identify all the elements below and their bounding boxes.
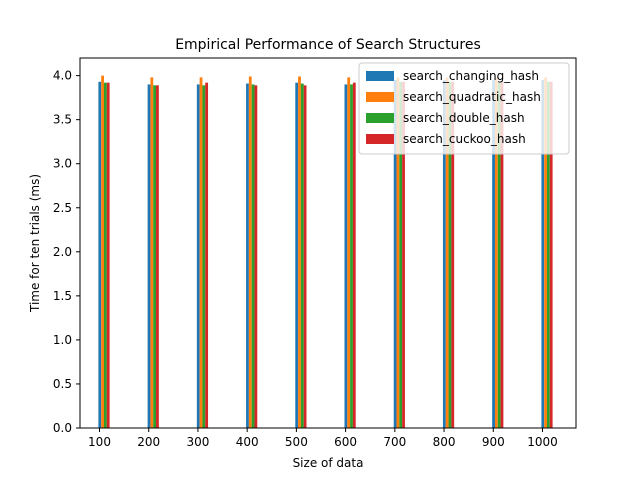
bar-search_changing_hash-600 [344,84,348,429]
bar-search_quadratic_hash-900 [494,77,498,428]
bar-search_double_hash-400 [251,84,255,429]
y-tick-label-2.0: 2.0 [53,245,72,259]
bar-search_changing_hash-100 [98,81,102,428]
plot-frame [79,57,577,429]
bar-search_cuckoo_hash-600 [352,82,356,429]
chart-title: Empirical Performance of Search Structur… [175,37,481,53]
y-tick-label-3.5: 3.5 [53,113,72,127]
bar-search_changing_hash-300 [196,84,200,429]
bar-search_changing_hash-1000 [541,80,545,429]
legend: search_changing_hash search_quadratic_has… [358,62,570,155]
x-tick-label-500: 500 [285,435,308,449]
y-tick-label-3.0: 3.0 [53,157,72,171]
bar-search_cuckoo_hash-400 [254,85,258,428]
legend-label-search_changing_hash: search_changing_hash [403,69,539,83]
bar-search_cuckoo_hash-700 [402,81,405,428]
bar-search_quadratic_hash-400 [248,76,252,428]
y-tick-label-4.0: 4.0 [53,69,72,83]
bar-search_cuckoo_hash-200 [156,85,159,428]
legend-box [358,62,570,155]
x-tick-label-600: 600 [334,435,357,449]
bar-search_quadratic_hash-200 [150,77,154,428]
y-tick-label-0.0: 0.0 [53,421,72,435]
legend-swatch-search_cuckoo_hash [366,134,394,144]
legend-swatch-search_changing_hash [366,71,394,81]
x-tick-label-900: 900 [482,435,505,449]
bar-search_changing_hash-900 [492,80,495,429]
bar-search_quadratic_hash-500 [298,76,301,428]
bar-search_quadratic_hash-800 [445,77,449,428]
x-tick-label-400: 400 [236,435,259,449]
x-axis: 100 200 300 400 500 600 700 800 900 1000 [88,428,558,449]
x-axis-label: Size of data [293,456,364,470]
bar-search_double_hash-1000 [547,81,550,428]
bar-search_double_hash-200 [153,85,157,428]
legend-swatch-search_double_hash [366,113,394,123]
bar-search_cuckoo_hash-500 [303,85,307,428]
y-tick-label-1.5: 1.5 [53,289,72,303]
legend-label-search_cuckoo_hash: search_cuckoo_hash [403,132,526,146]
bar-search_double_hash-500 [300,83,304,429]
bar-search_cuckoo_hash-900 [500,81,504,428]
bar-search_quadratic_hash-1000 [544,77,547,428]
bar-search_changing_hash-700 [393,80,397,429]
bars-group [98,75,553,429]
x-tick-label-300: 300 [186,435,209,449]
y-axis: 0.0 0.5 1.0 1.5 2.0 2.5 3.0 3.5 4.0 [53,69,80,435]
legend-label-search_double_hash: search_double_hash [403,111,525,125]
x-tick-label-100: 100 [88,435,111,449]
bar-search_changing_hash-800 [442,80,446,429]
bar-search_double_hash-300 [202,85,206,428]
bar-search_quadratic_hash-100 [101,75,104,429]
x-tick-label-800: 800 [433,435,456,449]
bar-search_cuckoo_hash-1000 [549,81,553,428]
bar-search_changing_hash-500 [295,82,299,429]
bar-search_double_hash-100 [104,82,107,429]
bar-search_quadratic_hash-600 [347,77,351,428]
x-tick-label-700: 700 [383,435,406,449]
bar-search_double_hash-700 [399,81,403,428]
x-tick-label-200: 200 [137,435,160,449]
bar-search_double_hash-800 [448,81,452,428]
legend-swatch-search_quadratic_hash [366,92,394,102]
bar-search_cuckoo_hash-800 [451,81,455,428]
bar-search_changing_hash-200 [147,84,151,429]
bar-search_cuckoo_hash-100 [106,82,110,429]
bar-search_double_hash-900 [497,81,501,428]
legend-label-search_quadratic_hash: search_quadratic_hash [403,90,541,104]
y-tick-label-0.5: 0.5 [53,377,72,391]
bar-search_quadratic_hash-700 [396,77,400,428]
y-tick-label-1.0: 1.0 [53,333,72,347]
bar-search_changing_hash-400 [246,83,249,429]
bar-search_quadratic_hash-300 [199,77,203,428]
bar-search_cuckoo_hash-300 [205,82,209,429]
y-tick-label-2.5: 2.5 [53,201,72,215]
x-tick-label-1000: 1000 [527,435,558,449]
bar-search_double_hash-600 [350,84,353,429]
y-axis-label: Time for ten trials (ms) [28,174,42,313]
